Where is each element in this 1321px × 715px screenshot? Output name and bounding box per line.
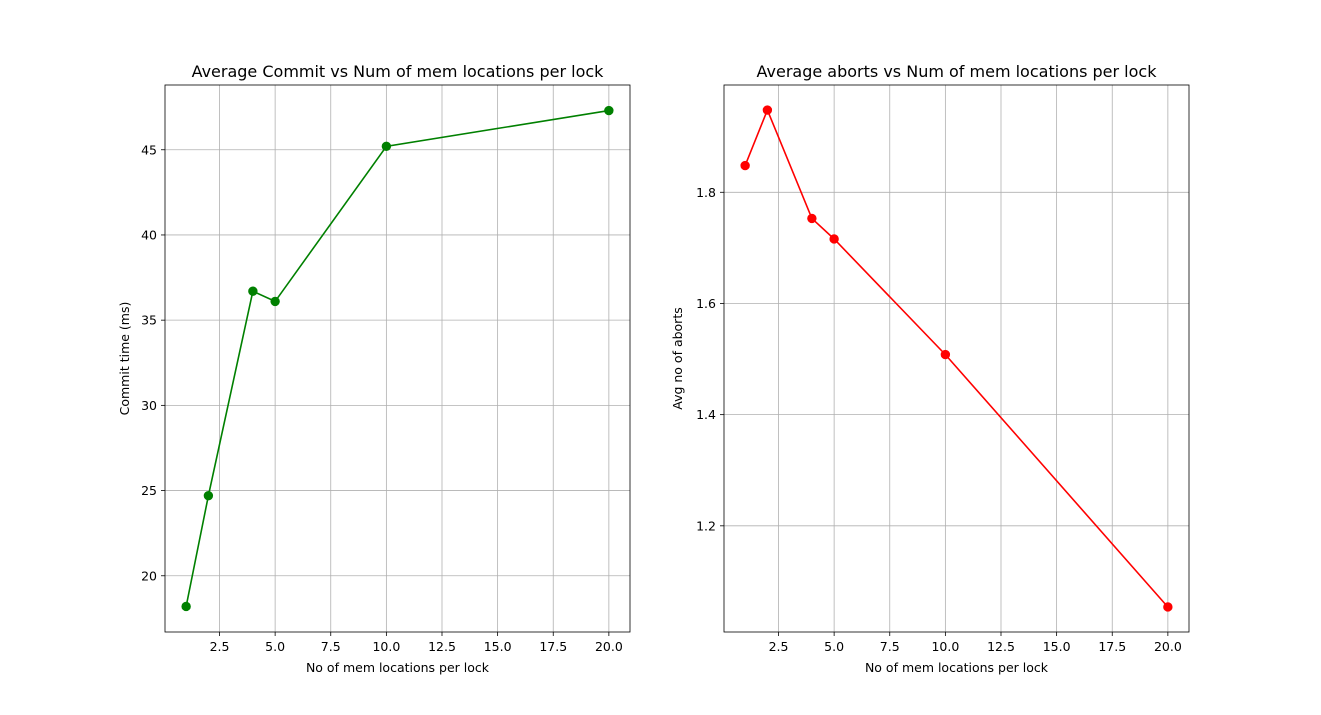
aborts-x-tick-label: 10.0 <box>931 639 959 654</box>
aborts-data-point <box>940 349 951 360</box>
aborts-y-tick-label: 1.6 <box>696 296 716 311</box>
commit-y-tick-label: 30 <box>141 398 157 413</box>
aborts-series-line <box>744 107 1169 608</box>
aborts-plot-frame <box>723 84 1190 633</box>
commit-data-point <box>248 286 258 296</box>
aborts-y-tick-label: 1.8 <box>696 185 716 200</box>
commit-x-tick-label: 7.5 <box>321 639 341 654</box>
commit-chart-title: Average Commit vs Num of mem locations p… <box>192 62 605 81</box>
aborts-data-point <box>762 105 773 115</box>
commit-time-chart: 2.5 5.0 7.5 10.0 12.5 15.0 17.5 20.0 20 25 30 35 40 4… <box>117 62 631 675</box>
aborts-y-tick-label: 1.4 <box>696 407 716 422</box>
commit-x-tick-label: 17.5 <box>539 639 567 654</box>
commit-x-tick-label: 12.5 <box>428 639 456 654</box>
commit-x-axis-label: No of mem locations per lock <box>306 660 490 675</box>
aborts-data-point <box>829 234 839 244</box>
commit-x-tick-label: 20.0 <box>595 639 623 654</box>
commit-ticks: 2.5 5.0 7.5 10.0 12.5 15.0 17.5 20.0 20 25 30 35 40 4… <box>141 142 623 654</box>
aborts-x-tick-label: 2.5 <box>769 639 789 654</box>
aborts-chart: 2.5 5.0 7.5 10.0 12.5 15.0 17.5 20.0 1.2 1.4 1.6 1.… <box>670 62 1190 675</box>
commit-grid <box>165 85 630 632</box>
commit-data-point <box>604 105 614 116</box>
aborts-chart-title: Average aborts vs Num of mem locations p… <box>757 62 1158 81</box>
aborts-x-tick-label: 20.0 <box>1154 639 1182 654</box>
commit-x-tick-label: 15.0 <box>484 639 512 654</box>
aborts-ticks: 2.5 5.0 7.5 10.0 12.5 15.0 17.5 20.0 1.2 1.4 1.6 1.… <box>696 185 1182 654</box>
aborts-y-axis-label: Avg no of aborts <box>670 307 685 409</box>
commit-y-tick-label: 45 <box>141 142 157 157</box>
commit-plot-frame <box>164 84 631 633</box>
commit-x-tick-label: 2.5 <box>210 639 230 654</box>
commit-data-point <box>181 601 191 612</box>
commit-data-point <box>203 490 214 501</box>
commit-x-tick-label: 10.0 <box>372 639 400 654</box>
commit-data-point <box>270 296 280 307</box>
aborts-x-tick-label: 17.5 <box>1098 639 1126 654</box>
aborts-x-tick-label: 12.5 <box>987 639 1015 654</box>
commit-y-tick-label: 40 <box>141 227 157 242</box>
commit-y-tick-label: 35 <box>141 313 157 328</box>
commit-y-axis-label: Commit time (ms) <box>117 302 132 416</box>
commit-data-point <box>381 141 392 152</box>
commit-series-line <box>185 109 609 607</box>
commit-series <box>181 105 614 612</box>
aborts-x-axis-label: No of mem locations per lock <box>865 660 1049 675</box>
aborts-series <box>740 105 1173 612</box>
aborts-x-tick-label: 15.0 <box>1043 639 1071 654</box>
commit-y-tick-label: 25 <box>141 483 157 498</box>
aborts-grid <box>724 85 1189 632</box>
commit-x-tick-label: 5.0 <box>265 639 285 654</box>
aborts-x-tick-label: 5.0 <box>824 639 844 654</box>
aborts-data-point <box>807 213 817 224</box>
commit-y-tick-label: 20 <box>141 568 157 583</box>
aborts-x-tick-label: 7.5 <box>880 639 900 654</box>
aborts-data-point <box>740 160 750 171</box>
aborts-data-point <box>1163 602 1173 612</box>
aborts-y-tick-label: 1.2 <box>696 518 716 533</box>
